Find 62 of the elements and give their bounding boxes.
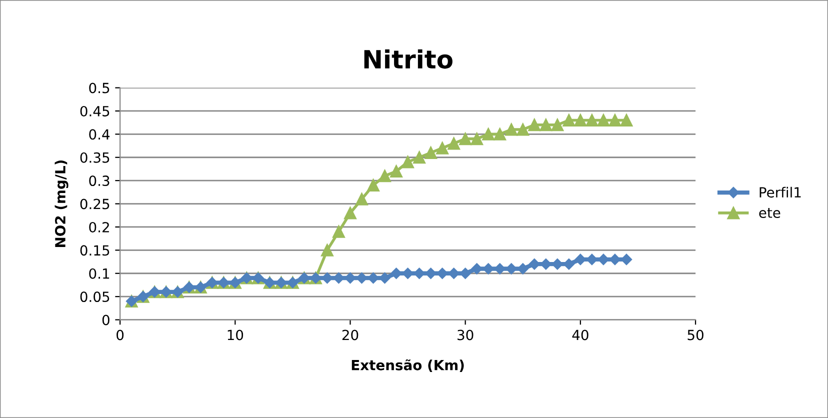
legend-label: ete [759,208,780,218]
point [356,192,368,206]
point [424,146,438,159]
point [482,128,495,140]
point [586,114,598,127]
point [414,268,425,279]
point [344,206,356,220]
point [597,114,610,127]
point [494,263,506,274]
point [482,263,494,274]
point [390,268,402,279]
y-tick-label: 0.05 [80,292,110,302]
y-tick-label: 0.2 [89,222,109,232]
point [528,258,540,270]
point [574,114,587,127]
point [540,118,552,132]
point [608,114,622,127]
legend-label: Perfil1 [760,186,801,198]
point [459,132,472,146]
x-tick-label: 0 [116,330,124,340]
y-tick-label: 0.3 [89,176,110,186]
point [620,114,633,127]
y-axis-title: NO2 (mg/L) [54,160,68,247]
x-axis-title: Extensão (Km) [352,359,464,372]
point [517,263,528,274]
point [516,123,530,136]
point [390,165,403,178]
point [551,118,564,132]
y-tick-label: 0.1 [89,268,110,279]
point [402,156,414,168]
point [367,178,380,192]
point [471,263,482,274]
point [436,268,448,279]
point [448,268,460,279]
point [506,263,517,274]
x-tick-label: 30 [458,330,474,340]
y-tick-label: 0.5 [89,82,110,94]
chart-title: Nitrito [364,49,452,69]
point [320,244,334,256]
x-tick-label: 50 [688,330,704,340]
y-tick-label: 0.35 [80,152,110,163]
y-tick-label: 0.25 [80,198,110,210]
x-tick-label: 10 [228,330,244,340]
y-tick-label: 0.45 [80,106,110,116]
point [332,225,345,238]
y-tick-label: 0.4 [89,129,110,140]
y-tick-label: 0 [102,314,110,326]
point [425,268,436,279]
x-tick-label: 40 [572,330,588,340]
point [562,114,576,127]
y-tick-label: 0.15 [80,245,110,256]
point [470,132,484,146]
point [436,142,449,154]
point [505,123,518,136]
point [378,170,392,182]
x-tick-label: 20 [342,330,358,340]
point [402,268,414,279]
point [494,128,506,140]
point [413,151,426,164]
point [448,137,460,150]
point [460,268,471,279]
point [528,118,541,132]
